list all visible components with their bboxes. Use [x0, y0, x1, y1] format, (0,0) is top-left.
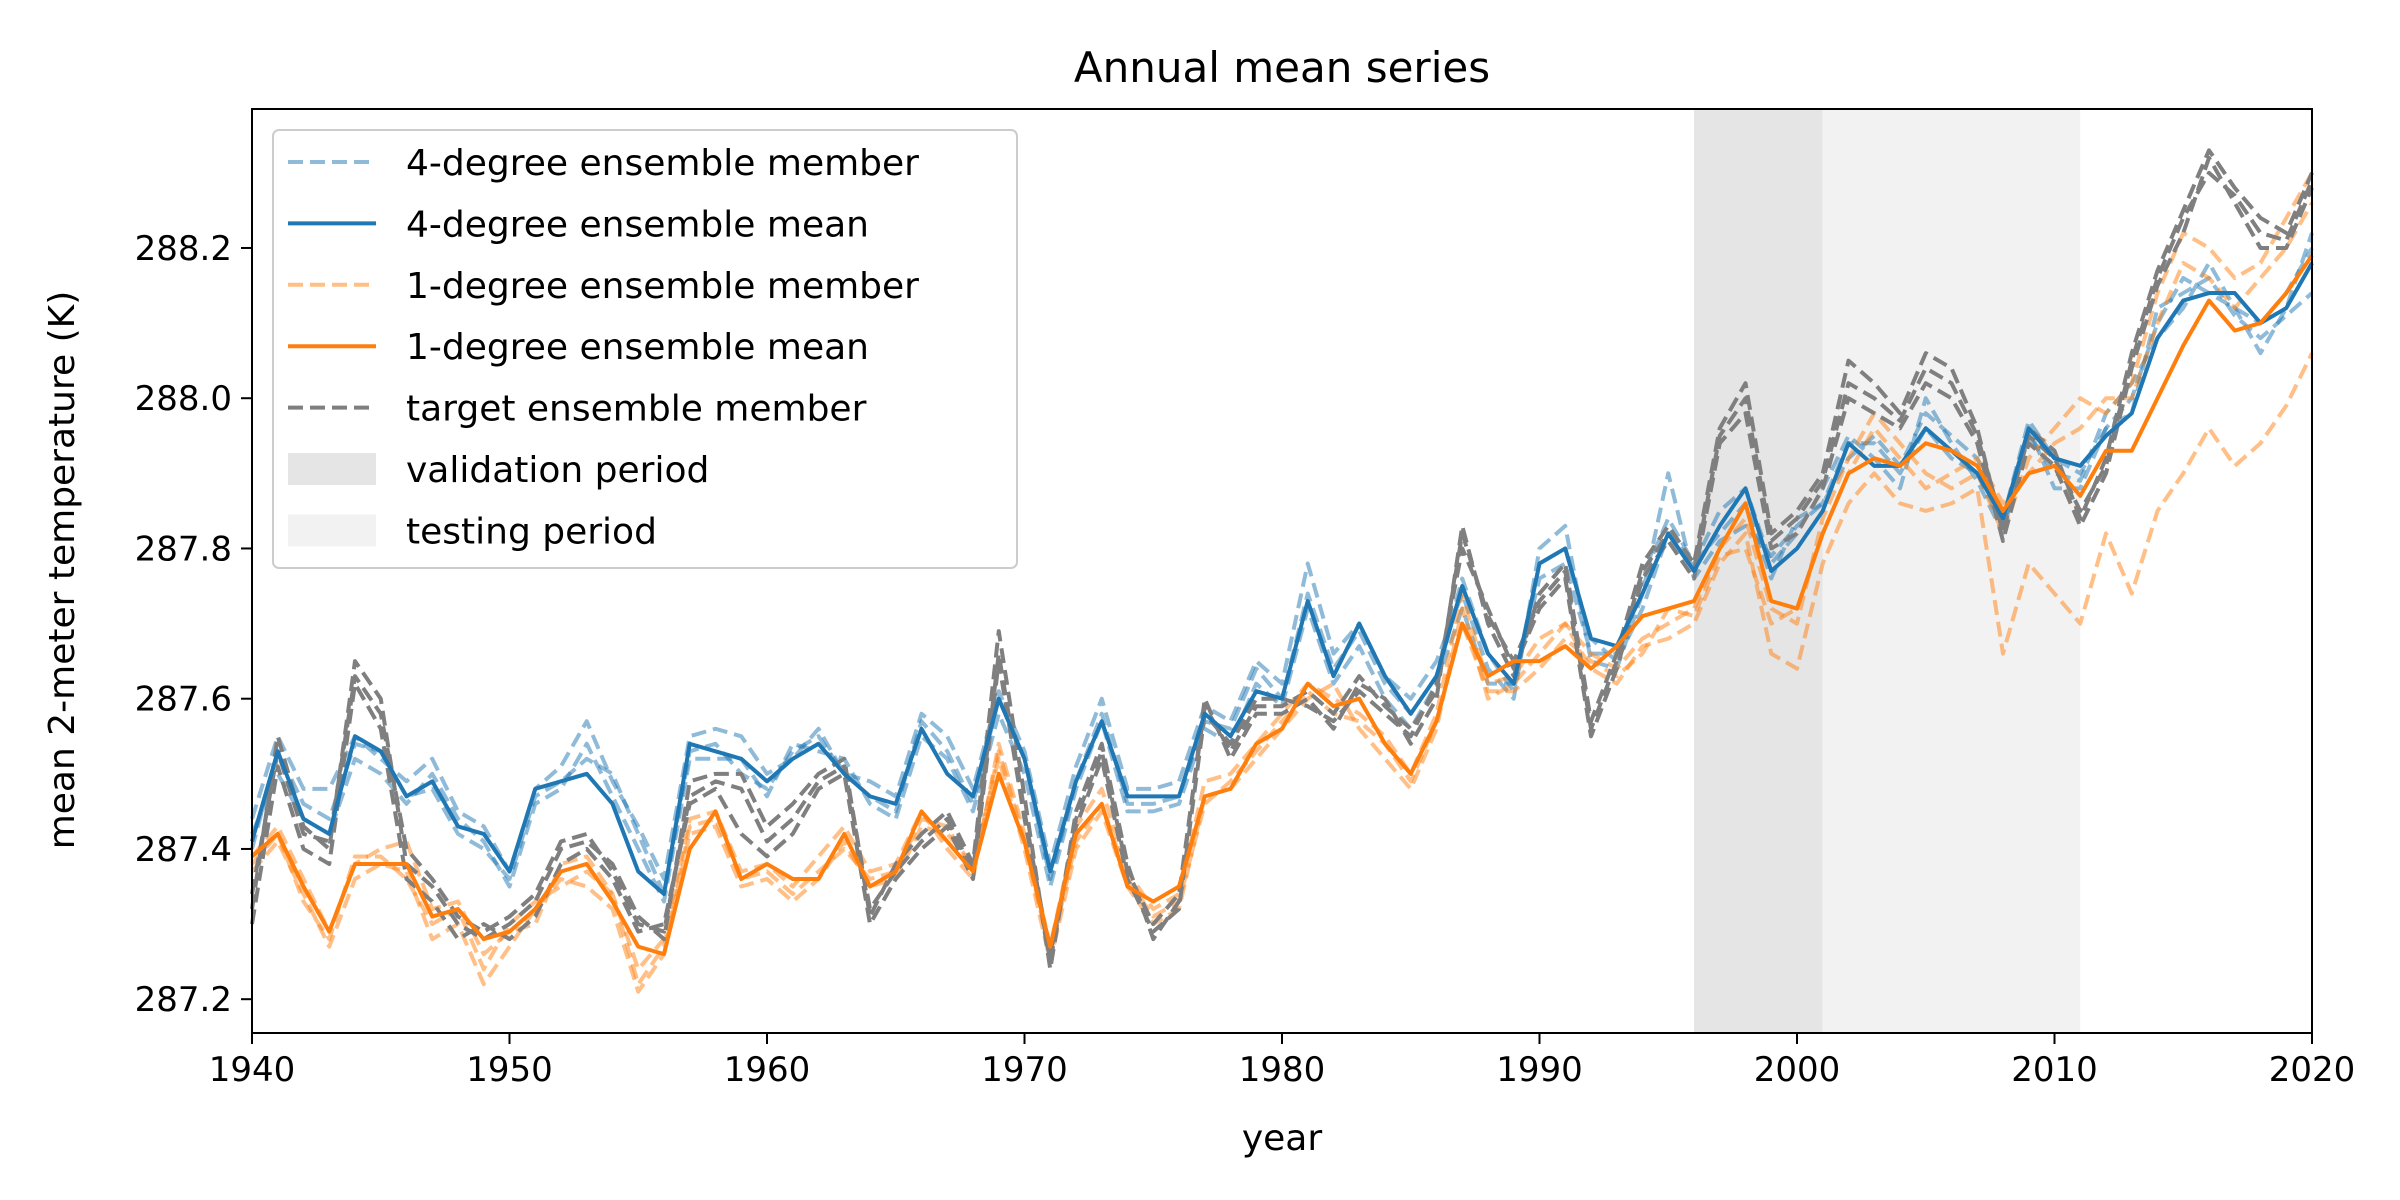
y-tick-label: 287.6 [135, 680, 232, 720]
legend-label-period: validation period [406, 450, 709, 491]
chart-title: Annual mean series [1074, 43, 1490, 92]
x-tick-label: 1950 [466, 1050, 553, 1090]
legend-items: 4-degree ensemble member 4-degree ensembl… [288, 143, 919, 552]
shaded-period-1 [1694, 109, 1823, 1033]
x-tick-label: 1960 [724, 1050, 811, 1090]
x-axis-label: year [1242, 1118, 1323, 1159]
legend: 4-degree ensemble member 4-degree ensembl… [272, 129, 1018, 569]
legend-swatch-period [288, 453, 376, 485]
legend-label-member4: 4-degree ensemble member [406, 143, 919, 184]
legend-label-mean1: 1-degree ensemble mean [406, 327, 869, 368]
series-line-mean1-8 [250, 254, 2314, 957]
x-tick-label: 2020 [2269, 1050, 2356, 1090]
series-line-mean4-4 [250, 262, 2314, 897]
y-axis-ticks: 287.2 287.4 287.6 287.8 288.0 288.2 [135, 229, 252, 1020]
y-tick-label: 287.4 [135, 830, 232, 870]
series-line-target-11 [250, 170, 2314, 964]
x-tick-label: 1940 [209, 1050, 296, 1090]
legend-swatch-period [288, 514, 376, 547]
legend-label-mean4: 4-degree ensemble mean [406, 204, 869, 245]
legend-frame [272, 129, 1018, 569]
x-tick-label: 1980 [1239, 1050, 1326, 1090]
series-line-member4-1 [250, 276, 2314, 881]
x-tick-label: 1990 [1496, 1050, 1583, 1090]
series-line-member1-6 [250, 171, 2314, 972]
y-axis-label: mean 2-meter temperature (K) [42, 291, 83, 850]
chart-series [250, 148, 2314, 994]
legend-label-target: target ensemble member [406, 389, 867, 430]
y-tick-label: 288.2 [135, 229, 232, 269]
x-tick-label: 2000 [1754, 1050, 1841, 1090]
x-tick-label: 2010 [2011, 1050, 2098, 1090]
legend-label-period: testing period [406, 511, 657, 552]
series-line-target-10 [250, 155, 2314, 957]
y-tick-label: 287.2 [135, 980, 232, 1020]
x-tick-label: 1970 [981, 1050, 1068, 1090]
legend-label-member1: 1-degree ensemble member [406, 266, 919, 307]
y-tick-label: 288.0 [135, 379, 232, 419]
shaded-period-2 [1822, 109, 2081, 1033]
x-axis-ticks: 1940 1950 1960 1970 1980 1990 2000 2010 2020 [209, 1033, 2356, 1090]
y-tick-label: 287.8 [135, 529, 232, 569]
